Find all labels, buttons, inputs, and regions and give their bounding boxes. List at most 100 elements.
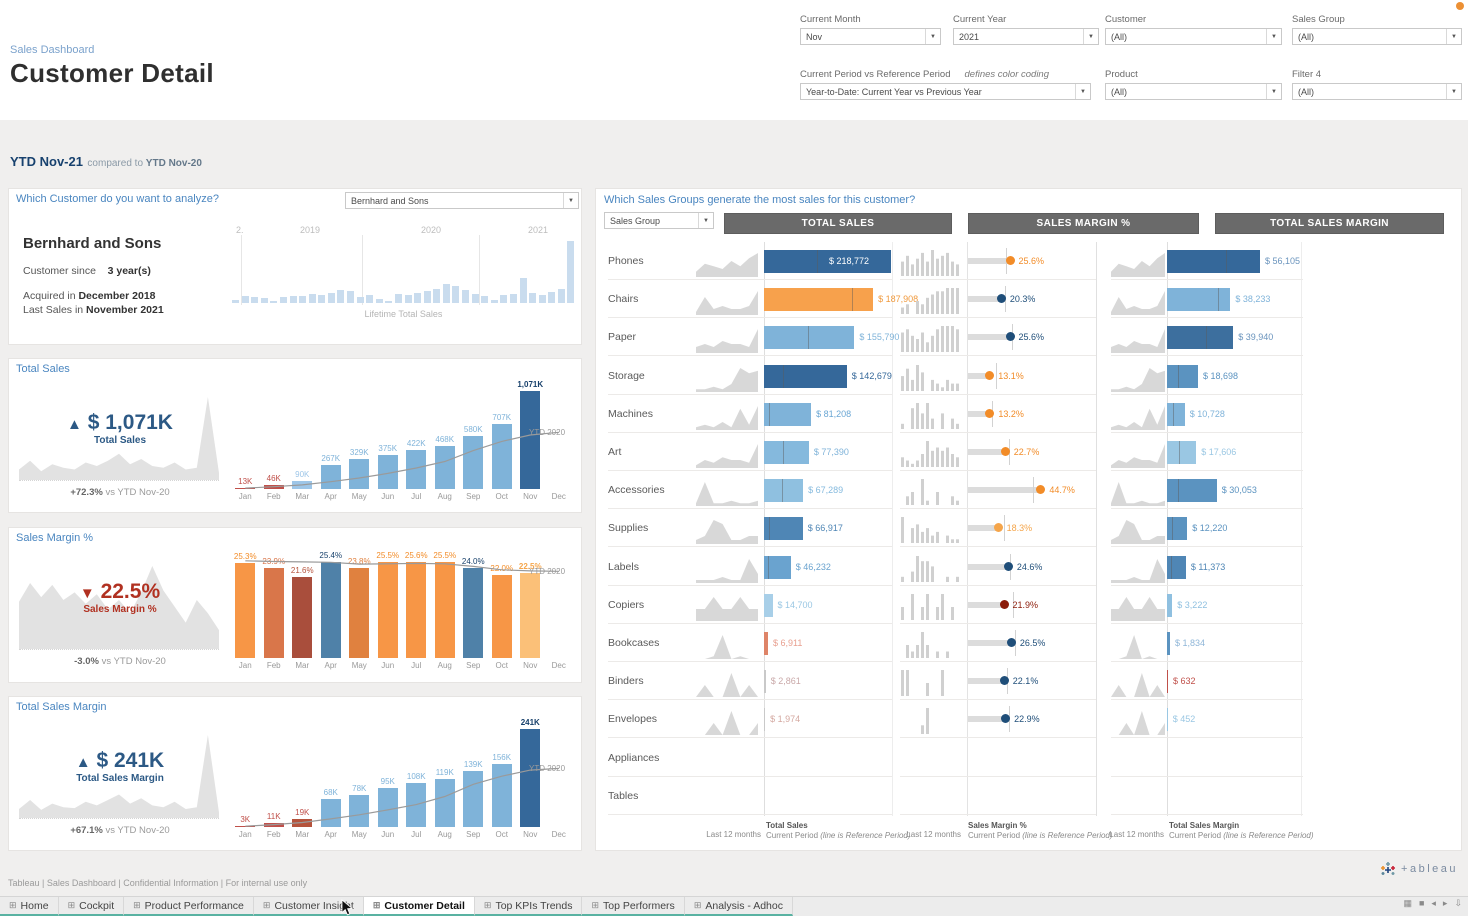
bar[interactable] bbox=[320, 799, 341, 827]
total-sales-margin-bar[interactable] bbox=[1167, 632, 1170, 655]
total-sales-bar[interactable] bbox=[764, 441, 809, 464]
table-row[interactable]: Phones $ 218,772 25.6% $ 56,105 bbox=[596, 242, 1463, 280]
table-row[interactable]: Supplies $ 66,917 18.3% $ 12,220 bbox=[596, 509, 1463, 548]
table-row[interactable]: Envelopes $ 1,974 22.9% $ 452 bbox=[596, 700, 1463, 739]
bar[interactable] bbox=[292, 480, 313, 489]
margin-lollipop-bar[interactable] bbox=[968, 640, 1011, 646]
chevron-down-icon[interactable]: ▼ bbox=[698, 213, 713, 228]
bar[interactable] bbox=[232, 299, 240, 303]
bar[interactable] bbox=[442, 283, 450, 303]
sales-group-dropdown[interactable]: (All) ▼ bbox=[1292, 28, 1462, 45]
bar[interactable] bbox=[491, 424, 512, 489]
customer-select-dropdown[interactable]: Bernhard and Sons ▼ bbox=[345, 192, 579, 209]
table-row[interactable]: Labels $ 46,232 24.6% $ 11,373 bbox=[596, 548, 1463, 586]
table-row[interactable]: Paper $ 155,790 25.6% $ 39,940 bbox=[596, 318, 1463, 357]
margin-lollipop-bar[interactable] bbox=[968, 563, 1008, 570]
bar[interactable] bbox=[471, 293, 479, 303]
sheet-tab-customer-insight[interactable]: ⊞ Customer Insight bbox=[253, 897, 364, 916]
bar[interactable] bbox=[327, 292, 335, 303]
bar[interactable] bbox=[567, 241, 575, 303]
customer-dropdown[interactable]: (All) ▼ bbox=[1105, 28, 1282, 45]
bar[interactable] bbox=[377, 788, 398, 827]
bar[interactable] bbox=[500, 294, 508, 303]
total-sales-bar[interactable] bbox=[764, 288, 874, 312]
table-row[interactable]: Storage $ 142,679 13.1% $ 18,698 bbox=[596, 357, 1463, 395]
bar[interactable] bbox=[241, 296, 249, 303]
table-row[interactable]: Art $ 77,390 22.7% $ 17,606 bbox=[596, 433, 1463, 471]
bar[interactable] bbox=[235, 562, 256, 658]
margin-lollipop-bar[interactable] bbox=[968, 372, 990, 379]
bar[interactable] bbox=[520, 729, 541, 827]
total-sales-margin-bar[interactable] bbox=[1167, 402, 1185, 426]
bar[interactable] bbox=[263, 822, 284, 827]
table-row[interactable]: Tables bbox=[596, 777, 1463, 815]
bar[interactable] bbox=[292, 819, 313, 827]
bar[interactable] bbox=[385, 301, 393, 303]
bar[interactable] bbox=[235, 487, 256, 489]
bar[interactable] bbox=[520, 391, 541, 489]
sheet-tab-product-performance[interactable]: ⊞ Product Performance bbox=[124, 897, 254, 916]
bar[interactable] bbox=[251, 297, 259, 303]
margin-lollipop-bar[interactable] bbox=[968, 487, 1041, 494]
total-sales-bar[interactable] bbox=[764, 326, 855, 350]
bar[interactable] bbox=[308, 293, 316, 303]
sheet-tab-cockpit[interactable]: ⊞ Cockpit bbox=[58, 897, 125, 916]
margin-dot[interactable] bbox=[996, 294, 1006, 304]
bar[interactable] bbox=[320, 562, 341, 658]
prev-arrow-icon[interactable]: ◂ bbox=[1431, 898, 1436, 908]
total-sales-bar[interactable] bbox=[764, 708, 766, 732]
chevron-down-icon[interactable]: ▼ bbox=[1266, 29, 1281, 44]
total-sales-bar[interactable] bbox=[764, 250, 891, 273]
total-sales-margin-bar[interactable] bbox=[1167, 593, 1173, 617]
bar[interactable] bbox=[292, 576, 313, 658]
single-view-icon[interactable]: ■ bbox=[1418, 898, 1425, 908]
sheet-tab-top-performers[interactable]: ⊞ Top Performers bbox=[582, 897, 685, 916]
total-sales-margin-bar[interactable] bbox=[1167, 517, 1188, 541]
margin-dot[interactable] bbox=[999, 599, 1009, 609]
share-icon[interactable]: ⇩ bbox=[1454, 898, 1462, 908]
bar[interactable] bbox=[394, 293, 402, 303]
sheet-tab-home[interactable]: ⊞ Home bbox=[0, 897, 59, 916]
bar[interactable] bbox=[490, 299, 498, 303]
sheet-tab-customer-detail[interactable]: ⊞ Customer Detail bbox=[363, 897, 475, 916]
bar[interactable] bbox=[366, 294, 374, 303]
total-sales-margin-bar[interactable] bbox=[1167, 708, 1168, 732]
margin-dot[interactable] bbox=[1005, 256, 1015, 265]
table-row[interactable]: Binders $ 2,861 22.1% $ 632 bbox=[596, 662, 1463, 701]
sales-margin-column-header[interactable]: SALES MARGIN % bbox=[968, 213, 1199, 234]
chevron-down-icon[interactable]: ▼ bbox=[1446, 84, 1461, 99]
sheet-tab-analysis-adhoc[interactable]: ⊞ Analysis - Adhoc bbox=[684, 897, 793, 916]
sales-group-breakdown-dropdown[interactable]: Sales Group ▼ bbox=[604, 212, 714, 229]
bar[interactable] bbox=[509, 293, 517, 303]
current-month-dropdown[interactable]: Nov ▼ bbox=[800, 28, 941, 45]
total-sales-margin-bar[interactable] bbox=[1167, 364, 1198, 388]
bar[interactable] bbox=[263, 484, 284, 489]
margin-dot[interactable] bbox=[1003, 561, 1013, 571]
total-sales-margin-bar[interactable] bbox=[1167, 479, 1217, 503]
total-sales-bar[interactable] bbox=[764, 555, 791, 579]
bar[interactable] bbox=[377, 561, 398, 658]
current-year-dropdown[interactable]: 2021 ▼ bbox=[953, 28, 1099, 45]
period-comparison-dropdown[interactable]: Year-to-Date: Current Year vs Previous Y… bbox=[800, 83, 1091, 100]
chevron-down-icon[interactable]: ▼ bbox=[1266, 84, 1281, 99]
margin-dot[interactable] bbox=[1001, 714, 1011, 724]
total-sales-bar[interactable] bbox=[764, 402, 812, 426]
bar[interactable] bbox=[279, 296, 287, 303]
bar[interactable] bbox=[299, 295, 307, 303]
chevron-down-icon[interactable]: ▼ bbox=[1083, 29, 1098, 44]
margin-lollipop-bar[interactable] bbox=[968, 716, 1006, 723]
total-sales-bar[interactable] bbox=[764, 364, 847, 388]
bar[interactable] bbox=[289, 296, 297, 303]
bar[interactable] bbox=[452, 286, 460, 303]
total-sales-bar[interactable] bbox=[764, 670, 766, 694]
margin-dot[interactable] bbox=[1000, 447, 1010, 456]
bar[interactable] bbox=[406, 783, 427, 827]
total-sales-margin-bar[interactable] bbox=[1167, 441, 1197, 464]
bar[interactable] bbox=[260, 298, 268, 303]
bar[interactable] bbox=[538, 294, 546, 303]
total-sales-margin-bar[interactable] bbox=[1167, 670, 1168, 694]
table-row[interactable]: Machines $ 81,208 13.2% $ 10,728 bbox=[596, 395, 1463, 433]
table-row[interactable]: Chairs $ 187,908 20.3% $ 38,233 bbox=[596, 280, 1463, 319]
total-sales-bar[interactable] bbox=[764, 632, 768, 655]
bar[interactable] bbox=[519, 278, 527, 303]
